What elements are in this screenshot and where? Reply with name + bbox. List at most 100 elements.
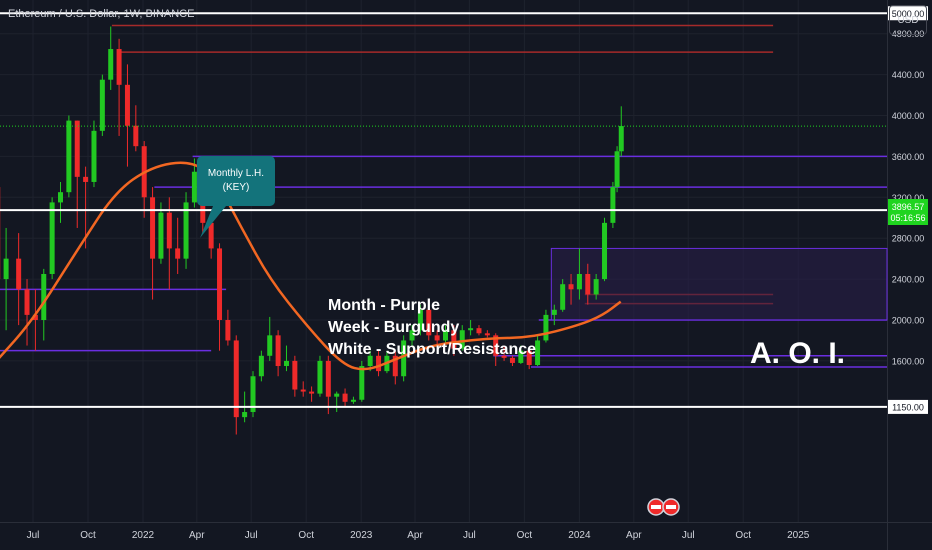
candle-body [451,330,457,349]
candle-body [275,335,281,367]
ema-line [0,161,622,371]
candle-body [58,192,63,203]
candle-body [16,258,22,290]
price-tick-label: 3600.00 [892,152,925,162]
price-tick-label: 2000.00 [892,316,925,326]
level-tag-bg [888,6,928,21]
candle-body [133,125,139,147]
legend-week: Week - Burgundy [328,319,459,336]
candle-body [292,360,298,390]
candle-body [593,279,599,295]
time-tick-label: 2024 [568,530,591,541]
aoi-zone [550,247,888,321]
candle-body [476,328,482,334]
candle-body [258,355,264,377]
price-tick-label: 4400.00 [892,70,925,80]
candle-body [191,171,197,203]
time-tick-label: Oct [80,530,96,541]
candle-body [283,360,289,367]
candle-body [551,309,557,315]
callout-line-1: Monthly L.H. [208,168,264,179]
candle-body [166,212,172,249]
candle-body [250,376,256,413]
candle-body [116,49,122,85]
candle-body [602,222,608,280]
time-tick-label: Jul [245,530,258,541]
time-tick-label: 2023 [350,530,373,541]
aoi-label: A. O. I. [750,337,845,370]
candle-body [124,84,130,126]
candle-body [242,412,248,418]
candle-body [217,248,223,320]
candle-body [614,151,620,188]
support-resistance-levels [0,12,887,408]
time-tick-label: 2025 [787,530,810,541]
time-tick-label: Jul [27,530,40,541]
candle-body [535,340,541,365]
candle-body [24,289,30,315]
candle-body [267,335,273,356]
candle-body [560,284,566,310]
price-tick-label: 4000.00 [892,111,925,121]
time-tick-label: Apr [626,530,642,541]
time-axis-labels: Jul Oct 2022 Apr Jul Oct 2023 Apr Jul Oct 2024 Apr J… [27,530,810,541]
currency-button[interactable]: USD [889,5,927,35]
candle-body [501,355,507,358]
candle-body [183,202,189,259]
price-tick-label: 1600.00 [892,356,925,366]
candle-body [493,335,499,356]
candle-body [41,273,47,320]
candle-body [342,393,348,402]
time-tick-label: Oct [735,530,751,541]
current-price-value: 3896.57 [892,202,925,212]
candle-body [309,391,315,394]
price-tick-label: 3200.00 [892,193,925,203]
candle-body [350,399,356,402]
candle-body [66,120,72,193]
callout-line-2: (KEY) [223,182,250,193]
legend-white: White - Support/Resistance [328,341,536,358]
candle-body [568,284,574,290]
candle-body [426,309,432,336]
time-tick-label: 2022 [132,530,155,541]
candle-body [99,79,105,131]
candle-body [225,320,231,341]
legend-month: Month - Purple [328,297,440,314]
candle-body [434,335,440,341]
time-tick-label: Jul [463,530,476,541]
candle-body [610,187,616,223]
current-price-countdown: 05:16:56 [890,213,925,223]
event-icons[interactable] [647,498,680,516]
candle-body [175,248,181,259]
candle-body [150,197,156,259]
candle-body [334,393,340,397]
candle-body [459,330,465,349]
candle-body [3,258,9,280]
candle-body [32,314,38,320]
candle-body [518,350,524,363]
candle-body [376,355,382,372]
level-tag-bg [888,399,928,414]
current-price-tag: 3896.57 05:16:56 [888,199,928,225]
candle-body [585,273,591,295]
candle-body [83,176,89,182]
candle-body [484,333,490,336]
time-tick-label: Oct [298,530,314,541]
candles [0,26,624,435]
price-tick-label: 2800.00 [892,234,925,244]
candle-body [417,309,423,331]
time-tick-label: Jul [682,530,695,541]
time-tick-label: Oct [517,530,533,541]
time-tick-label: Apr [407,530,423,541]
candle-body [509,357,515,363]
candle-body [618,126,624,152]
candle-body [317,360,323,394]
candle-body [543,314,549,341]
level-tag-text: 5000.00 [892,9,925,19]
candle-body [91,130,97,182]
candle-body [576,273,582,290]
candle-body [409,330,415,341]
level-tag-text: 1150.00 [892,402,924,412]
candle-body [325,360,331,397]
